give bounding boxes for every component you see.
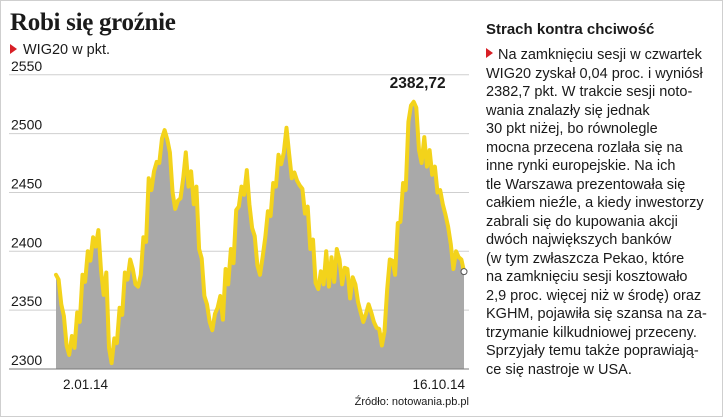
sidebar-text-content: trzymanie kilkudniowej przeceny. (486, 324, 697, 341)
sidebar-text-content: wania znalazły się jednak (486, 102, 650, 119)
y-tick-label: 2500 (11, 117, 42, 133)
sidebar-text-line: całkiem nieźle, a kiedy inwestorzy (486, 194, 718, 213)
sidebar-text-line: Na zamknięciu sesji w czwartek (486, 46, 718, 65)
sidebar-text-line: zabrali się do kupowania akcji (486, 213, 718, 232)
y-tick-label: 2450 (11, 175, 42, 191)
sidebar-text-content: Sprzyjały temu także poprawiają- (486, 343, 699, 359)
sidebar-text-line: (w tym zwłaszcza Pekao, które (486, 250, 718, 269)
sidebar-text-line: ce się nastroje w USA. (486, 361, 718, 380)
y-tick-label: 2400 (11, 234, 42, 250)
y-tick-label: 2550 (11, 58, 42, 74)
sidebar-text-content: 30 pkt niżej, bo równolegle (486, 121, 658, 137)
sidebar-text-line: KGHM, pojawiła się szansa na za- (486, 305, 718, 324)
red-triangle-icon (486, 48, 493, 58)
source-note: Źródło: notowania.pb.pl (355, 395, 469, 408)
sidebar-text-content: całkiem nieźle, a kiedy inwestorzy (486, 195, 704, 211)
sidebar-text-line: dwóch największych banków (486, 231, 718, 250)
x-tick-label: 2.01.14 (63, 377, 109, 392)
sidebar-text-line: 30 pkt niżej, bo równolegle (486, 120, 718, 139)
sidebar-text-content: ce się nastroje w USA. (486, 361, 632, 378)
sidebar-text-content: (w tym zwłaszcza Pekao, które (486, 250, 685, 267)
sidebar-text-line: trzymanie kilkudniowej przeceny. (486, 324, 718, 343)
sidebar-title: Strach kontra chciwość (486, 21, 655, 38)
sidebar-text-line: WIG20 zyskał 0,04 proc. i wyniósł (486, 65, 718, 84)
red-triangle-icon (10, 44, 17, 54)
sidebar-text-line: na zamknięciu sesji kosztowało (486, 268, 718, 287)
sidebar-text-line: wania znalazły się jednak (486, 102, 718, 121)
sidebar-text-content: 2,9 proc. więcej niż w środę) oraz (486, 287, 702, 304)
sidebar-text-line: 2,9 proc. więcej niż w środę) oraz (486, 287, 718, 306)
subtitle-label: WIG20 w pkt. (23, 42, 111, 58)
sidebar-text-content: mocna przecena rozlała się na (486, 139, 683, 156)
sidebar-text-content: Na zamknięciu sesji w czwartek (498, 47, 702, 63)
sidebar-text-line: 2382,7 pkt. W trakcie sesji noto- (486, 83, 718, 102)
sidebar-text-content: KGHM, pojawiła się szansa na za- (486, 306, 707, 322)
sidebar-text-content: WIG20 zyskał 0,04 proc. i wyniósł (486, 65, 703, 82)
sidebar-text: Na zamknięciu sesji w czwartek WIG20 zysk… (486, 46, 718, 379)
sidebar-text-line: mocna przecena rozlała się na (486, 139, 718, 158)
sidebar-text-content: inne rynki europejskie. Na ich (486, 158, 676, 174)
sidebar-text-content: zabrali się do kupowania akcji (486, 213, 678, 230)
last-point-marker (460, 268, 468, 276)
sidebar-text-content: na zamknięciu sesji kosztowało (486, 269, 688, 285)
sidebar-text-content: tle Warszawa prezentowała się (486, 176, 686, 193)
sidebar-text-content: 2382,7 pkt. W trakcie sesji noto- (486, 84, 693, 100)
chart-subtitle: WIG20 w pkt. (10, 42, 110, 58)
x-tick-label: 16.10.14 (412, 377, 465, 392)
y-tick-label: 2350 (11, 293, 42, 309)
chart-title: Robi się groźnie (10, 9, 176, 36)
y-tick-label: 2300 (11, 352, 42, 368)
sidebar-text-line: tle Warszawa prezentowała się (486, 176, 718, 195)
sidebar-text-line: inne rynki europejskie. Na ich (486, 157, 718, 176)
area-fill (56, 101, 464, 370)
sidebar-text-line: Sprzyjały temu także poprawiają- (486, 342, 718, 361)
annotation-label: 2382,72 (390, 75, 446, 92)
series-line (54, 99, 466, 366)
sidebar-text-content: dwóch największych banków (486, 232, 672, 248)
